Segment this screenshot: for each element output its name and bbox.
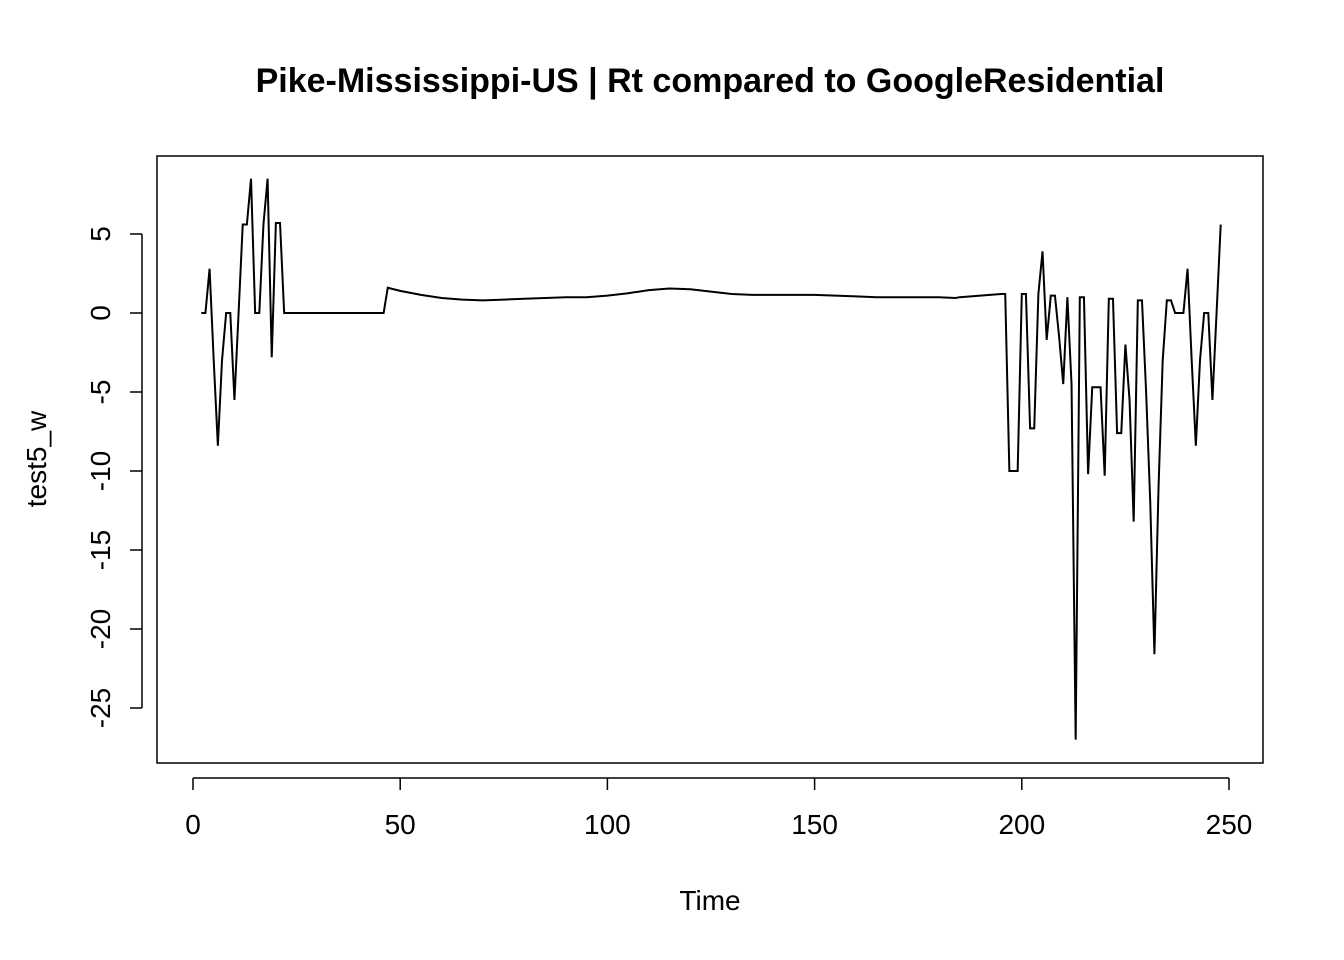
y-tick-label: 5 <box>85 226 116 242</box>
y-tick-label: -15 <box>85 530 116 570</box>
y-tick-label: 0 <box>85 305 116 321</box>
x-tick-label: 200 <box>998 809 1045 840</box>
y-tick-label: -10 <box>85 451 116 491</box>
y-axis: 5 0 -5 -10 -15 -20 -25 <box>85 226 143 728</box>
x-tick-label: 0 <box>185 809 201 840</box>
y-tick-label: -25 <box>85 688 116 728</box>
y-axis-title: test5_w <box>21 410 52 507</box>
series-line <box>201 178 1222 740</box>
x-tick-label: 100 <box>584 809 631 840</box>
x-axis: 0 50 100 150 200 250 <box>185 777 1253 840</box>
x-tick-label: 50 <box>385 809 416 840</box>
y-tick-label: -5 <box>85 380 116 405</box>
x-tick-label: 150 <box>791 809 838 840</box>
y-tick-label: -20 <box>85 609 116 649</box>
series-layer <box>201 178 1222 740</box>
chart-title: Pike-Mississippi-US | Rt compared to Goo… <box>256 62 1165 100</box>
plot-frame <box>156 155 1264 764</box>
x-tick-label: 250 <box>1206 809 1253 840</box>
x-axis-title: Time <box>679 885 740 916</box>
